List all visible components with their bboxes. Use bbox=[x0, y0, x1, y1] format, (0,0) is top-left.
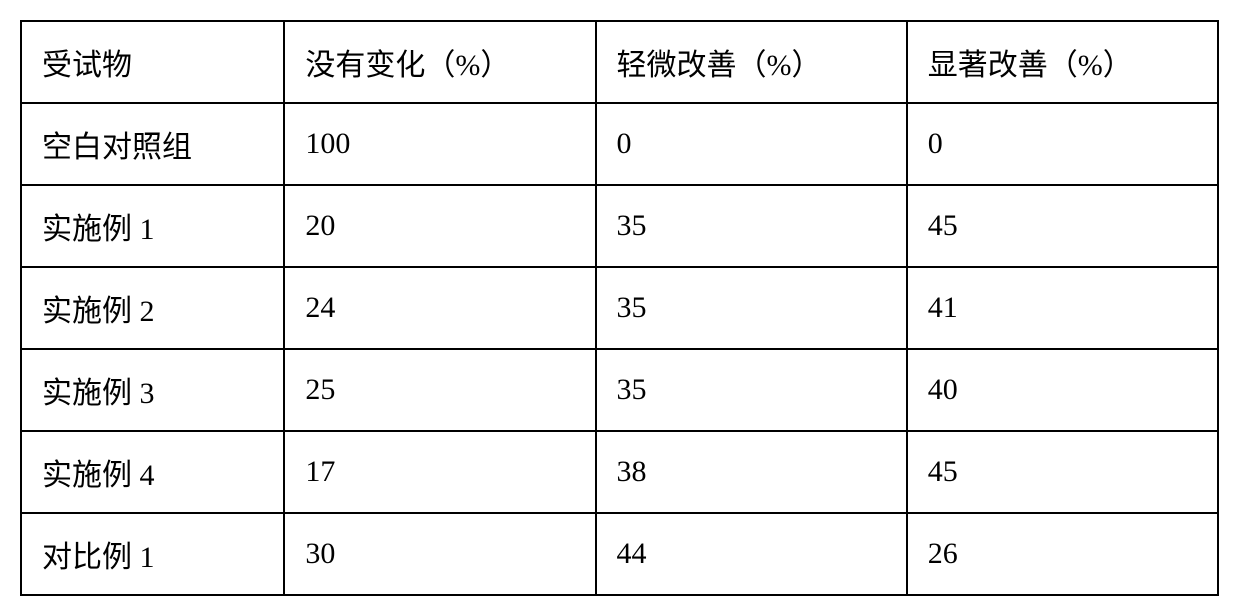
cell-subject: 实施例 4 bbox=[21, 431, 284, 513]
table-row: 空白对照组 100 0 0 bbox=[21, 103, 1218, 185]
table-row: 实施例 3 25 35 40 bbox=[21, 349, 1218, 431]
cell-nochange: 24 bbox=[284, 267, 595, 349]
results-table: 受试物 没有变化（%） 轻微改善（%） 显著改善（%） 空白对照组 100 0 … bbox=[20, 20, 1219, 596]
cell-significant: 45 bbox=[907, 185, 1218, 267]
cell-significant: 45 bbox=[907, 431, 1218, 513]
header-cell-significant: 显著改善（%） bbox=[907, 21, 1218, 103]
cell-slight: 0 bbox=[596, 103, 907, 185]
cell-significant: 40 bbox=[907, 349, 1218, 431]
cell-nochange: 17 bbox=[284, 431, 595, 513]
cell-subject: 实施例 2 bbox=[21, 267, 284, 349]
data-table-container: 受试物 没有变化（%） 轻微改善（%） 显著改善（%） 空白对照组 100 0 … bbox=[20, 20, 1219, 596]
cell-slight: 38 bbox=[596, 431, 907, 513]
table-header-row: 受试物 没有变化（%） 轻微改善（%） 显著改善（%） bbox=[21, 21, 1218, 103]
cell-slight: 35 bbox=[596, 185, 907, 267]
cell-slight: 35 bbox=[596, 349, 907, 431]
cell-slight: 44 bbox=[596, 513, 907, 595]
table-row: 实施例 2 24 35 41 bbox=[21, 267, 1218, 349]
table-body: 受试物 没有变化（%） 轻微改善（%） 显著改善（%） 空白对照组 100 0 … bbox=[21, 21, 1218, 595]
header-cell-nochange: 没有变化（%） bbox=[284, 21, 595, 103]
cell-nochange: 25 bbox=[284, 349, 595, 431]
cell-subject: 空白对照组 bbox=[21, 103, 284, 185]
cell-slight: 35 bbox=[596, 267, 907, 349]
cell-significant: 41 bbox=[907, 267, 1218, 349]
table-row: 对比例 1 30 44 26 bbox=[21, 513, 1218, 595]
header-cell-subject: 受试物 bbox=[21, 21, 284, 103]
cell-significant: 0 bbox=[907, 103, 1218, 185]
cell-significant: 26 bbox=[907, 513, 1218, 595]
cell-subject: 实施例 3 bbox=[21, 349, 284, 431]
table-row: 实施例 1 20 35 45 bbox=[21, 185, 1218, 267]
cell-nochange: 20 bbox=[284, 185, 595, 267]
cell-subject: 对比例 1 bbox=[21, 513, 284, 595]
cell-nochange: 30 bbox=[284, 513, 595, 595]
cell-subject: 实施例 1 bbox=[21, 185, 284, 267]
table-row: 实施例 4 17 38 45 bbox=[21, 431, 1218, 513]
cell-nochange: 100 bbox=[284, 103, 595, 185]
header-cell-slight: 轻微改善（%） bbox=[596, 21, 907, 103]
